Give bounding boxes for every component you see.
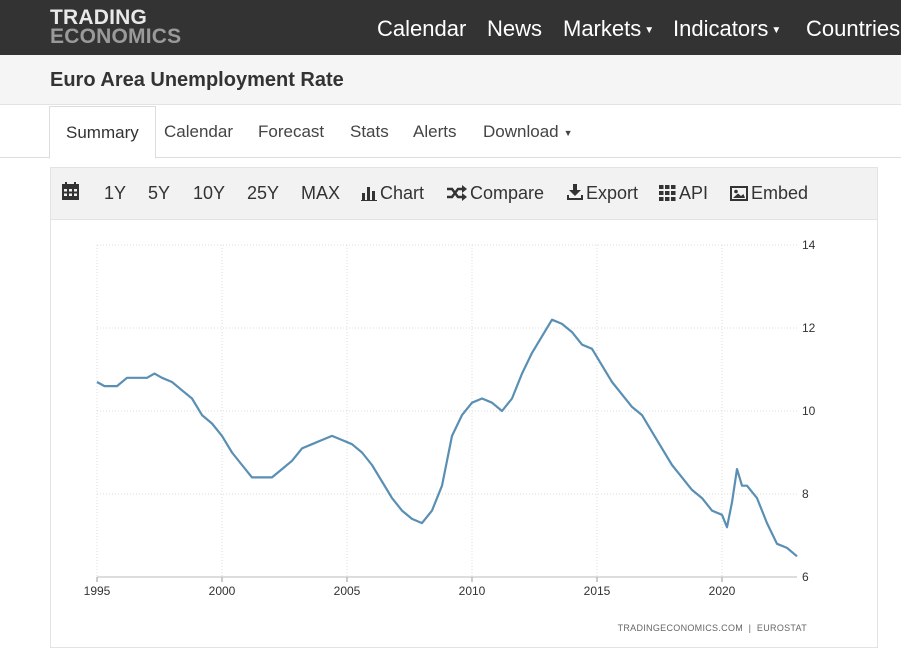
range-max-button[interactable]: MAX: [301, 183, 341, 203]
nav-news-label: News: [487, 16, 543, 41]
nav-markets-label: Markets: [563, 16, 642, 41]
site-logo[interactable]: TRADING ECONOMICS: [50, 6, 182, 48]
credit-source: EUROSTAT: [756, 623, 807, 633]
x-tick-label: 1995: [84, 584, 111, 598]
top-navbar: TRADING ECONOMICS Calendar News Markets ▼…: [0, 0, 901, 55]
series-line: [96, 318, 798, 558]
shuffle-icon: [447, 185, 467, 206]
tab-forecast[interactable]: Forecast: [242, 106, 340, 158]
export-button[interactable]: Export: [567, 183, 638, 206]
x-tick-label: 2010: [459, 584, 486, 598]
chart-type-button[interactable]: Chart: [361, 183, 424, 206]
y-tick-label: 6: [802, 570, 809, 584]
range-1y-button[interactable]: 1Y: [104, 183, 127, 203]
nav-countries[interactable]: Countries: [806, 16, 900, 42]
chart-panel: 6 8 10 12 14 1995 2000 2005 2010 2015 2020 TRADING…: [50, 220, 878, 648]
y-tick-label: 10: [802, 404, 816, 418]
nav-indicators-label: Indicators: [673, 16, 769, 41]
nav-news[interactable]: News: [487, 16, 542, 42]
nav-markets[interactable]: Markets ▼: [563, 16, 654, 42]
image-icon: [730, 185, 748, 206]
credit-site: TRADINGECONOMICS.COM: [617, 623, 744, 633]
caret-down-icon: ▼: [644, 24, 655, 36]
y-tick-label: 14: [802, 238, 816, 252]
chart-credit: TRADINGECONOMICS.COM | EUROSTAT: [617, 623, 807, 633]
range-25y-button[interactable]: 25Y: [247, 183, 280, 203]
export-label: Export: [586, 183, 639, 203]
tab-download-label: Download: [483, 122, 559, 141]
logo-line-1: TRADING: [50, 6, 148, 29]
logo-line-2: ECONOMICS: [50, 25, 182, 48]
tab-stats-label: Stats: [350, 122, 389, 141]
tab-summary[interactable]: Summary: [49, 106, 156, 159]
calendar-icon[interactable]: [62, 182, 79, 205]
embed-label: Embed: [751, 183, 809, 203]
tab-calendar-label: Calendar: [164, 122, 233, 141]
tab-calendar[interactable]: Calendar: [148, 106, 249, 158]
nav-countries-label: Countries: [806, 16, 901, 41]
compare-label: Compare: [470, 183, 545, 203]
caret-down-icon: ▼: [563, 127, 573, 138]
page-title: Euro Area Unemployment Rate: [50, 69, 344, 91]
range-5y-button[interactable]: 5Y: [148, 183, 171, 203]
tab-alerts-label: Alerts: [413, 122, 457, 141]
title-bar: Euro Area Unemployment Rate: [0, 55, 901, 105]
caret-down-icon: ▼: [771, 24, 782, 36]
api-label: API: [679, 183, 709, 203]
download-icon: [567, 184, 583, 206]
embed-button[interactable]: Embed: [730, 183, 808, 206]
api-button[interactable]: API: [659, 183, 708, 206]
tab-alerts[interactable]: Alerts: [397, 106, 472, 158]
bar-chart-icon: [361, 185, 377, 206]
y-tick-label: 8: [802, 487, 809, 501]
unemployment-line-chart[interactable]: 6 8 10 12 14 1995 2000 2005 2010 2015 2020: [51, 220, 879, 648]
x-tick-label: 2020: [709, 584, 736, 598]
chart-toolbar: 1Y 5Y 10Y 25Y MAX Chart Compare Export A…: [50, 167, 878, 220]
chart-type-label: Chart: [380, 183, 425, 203]
compare-button[interactable]: Compare: [447, 183, 544, 206]
range-10y-button[interactable]: 10Y: [193, 183, 226, 203]
tab-forecast-label: Forecast: [258, 122, 325, 141]
x-tick-label: 2015: [584, 584, 611, 598]
nav-indicators[interactable]: Indicators ▼: [673, 16, 781, 42]
x-tick-label: 2000: [209, 584, 236, 598]
main-nav: Calendar News Markets ▼ Indicators ▼ Count…: [0, 0, 901, 55]
tab-stats[interactable]: Stats: [334, 106, 405, 158]
tab-summary-label: Summary: [66, 123, 139, 142]
nav-calendar[interactable]: Calendar: [377, 16, 466, 42]
y-tick-label: 12: [802, 321, 816, 335]
x-tick-label: 2005: [334, 584, 361, 598]
tab-download[interactable]: Download ▼: [467, 106, 589, 158]
grid-icon: [659, 185, 676, 206]
nav-calendar-label: Calendar: [377, 16, 467, 41]
tab-bar: Summary Calendar Forecast Stats Alerts D…: [0, 106, 901, 159]
